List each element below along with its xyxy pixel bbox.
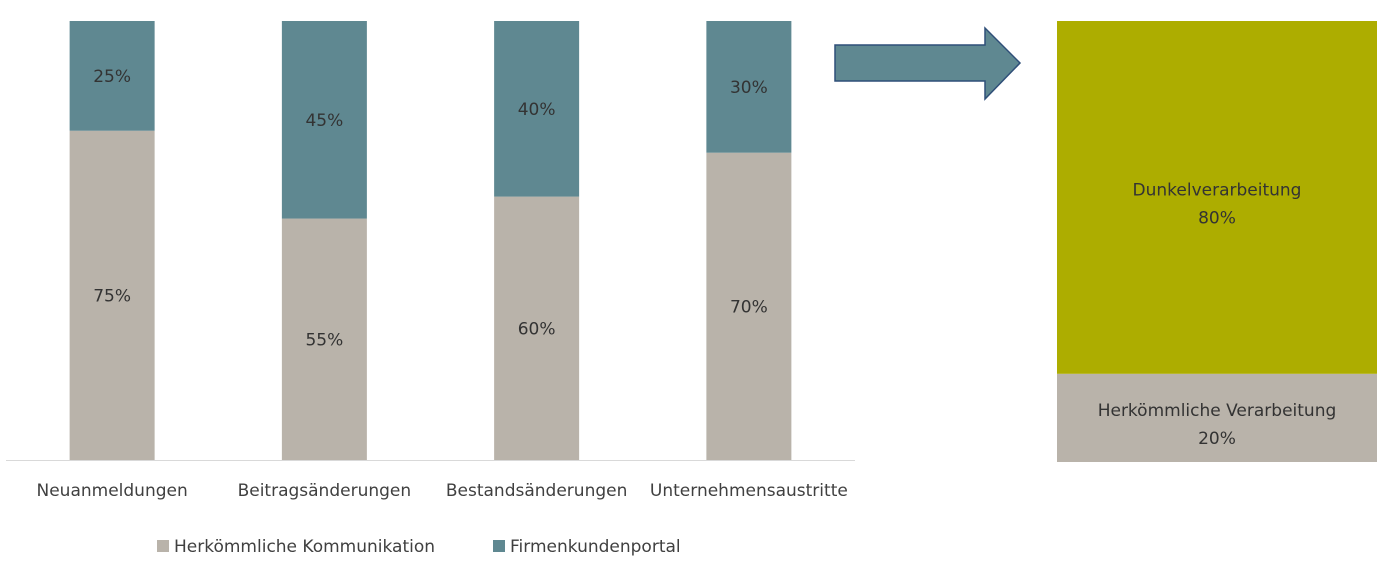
data-label-herkommliche-kommunikation-unternehmensaustritte: 70% <box>730 297 768 317</box>
legend: Herkömmliche Kommunikation Firmenkundenpo… <box>157 537 681 557</box>
x-tick-label-unternehmensaustritte: Unternehmensaustritte <box>650 481 848 501</box>
category-tick-labels: Neuanmeldungen Beitragsänderungen Bestands… <box>37 481 848 501</box>
bar-herkommliche-kommunikation-bestandsanderungen <box>494 196 580 460</box>
bar-herkommliche-kommunikation-unternehmensaustritte <box>706 152 792 460</box>
segment-value-herkommliche-verarbeitung: 20% <box>1198 429 1236 449</box>
bar-firmenkundenportal-neuanmeldungen <box>69 21 155 131</box>
data-label-herkommliche-kommunikation-bestandsanderungen: 60% <box>518 319 556 339</box>
segment-value-dunkelverarbeitung: 80% <box>1198 208 1236 228</box>
data-label-firmenkundenportal-neuanmeldungen: 25% <box>93 67 131 87</box>
bar-herkommliche-kommunikation-beitragsanderungen <box>281 218 367 460</box>
bar-herkommliche-kommunikation-neuanmeldungen <box>69 130 155 460</box>
bar-firmenkundenportal-unternehmensaustritte <box>706 21 792 153</box>
segment-name-dunkelverarbeitung: Dunkelverarbeitung <box>1133 180 1302 200</box>
data-label-firmenkundenportal-beitragsanderungen: 45% <box>305 111 343 131</box>
segment-name-herkommliche-verarbeitung: Herkömmliche Verarbeitung <box>1098 401 1337 421</box>
legend-swatch-herkommliche-kommunikation <box>157 540 169 552</box>
legend-label-firmenkundenportal: Firmenkundenportal <box>510 537 681 557</box>
stacked-bar-chart: 75% 25% 55% 45% 60% 40% 70% 30% <box>69 21 792 460</box>
single-stacked-bar: Herkömmliche Verarbeitung 20% Dunkelverarb… <box>1057 21 1377 462</box>
x-tick-label-neuanmeldungen: Neuanmeldungen <box>37 481 188 501</box>
data-label-herkommliche-kommunikation-beitragsanderungen: 55% <box>305 330 343 350</box>
data-label-herkommliche-kommunikation-neuanmeldungen: 75% <box>93 286 131 306</box>
data-label-firmenkundenportal-bestandsanderungen: 40% <box>518 100 556 120</box>
bar-firmenkundenportal-beitragsanderungen <box>281 21 367 219</box>
data-label-firmenkundenportal-unternehmensaustritte: 30% <box>730 78 768 98</box>
segment-dunkelverarbeitung <box>1057 21 1377 374</box>
bar-firmenkundenportal-bestandsanderungen <box>494 21 580 197</box>
segment-herkommliche-verarbeitung <box>1057 373 1377 462</box>
legend-swatch-firmenkundenportal <box>493 540 505 552</box>
x-tick-label-beitragsanderungen: Beitragsänderungen <box>238 481 412 501</box>
legend-label-herkommliche-kommunikation: Herkömmliche Kommunikation <box>174 537 435 557</box>
right-arrow-icon <box>834 26 1022 101</box>
x-tick-label-bestandsanderungen: Bestandsänderungen <box>446 481 628 501</box>
